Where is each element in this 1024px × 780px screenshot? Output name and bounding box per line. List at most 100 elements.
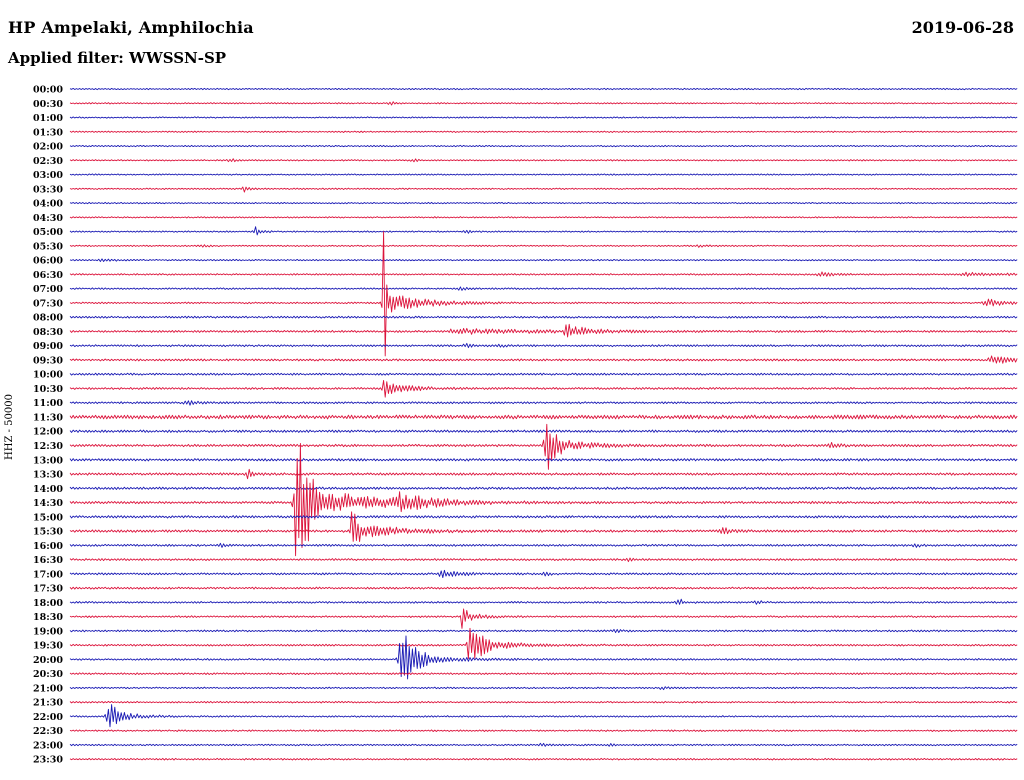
- trace-time-label: 20:00: [33, 655, 63, 666]
- trace-time-label: 21:30: [33, 698, 63, 709]
- trace-row-0500: [69, 226, 1018, 236]
- trace-row-1430: [69, 443, 1018, 557]
- station-title: HP Ampelaki, Amphilochia: [8, 18, 254, 37]
- trace-time-label: 04:30: [33, 213, 63, 224]
- trace-time-label: 05:00: [33, 227, 63, 238]
- trace-row-1000: [69, 372, 1018, 376]
- trace-row-2200: [69, 704, 1018, 728]
- trace-time-label: 19:00: [33, 626, 63, 637]
- trace-time-label: 13:00: [33, 455, 63, 466]
- trace-row-0900: [69, 342, 1018, 349]
- trace-row-1200: [69, 429, 1018, 433]
- trace-time-label: 22:30: [33, 726, 63, 737]
- trace-row-0800: [69, 315, 1018, 319]
- trace-time-label: 18:30: [33, 612, 63, 623]
- trace-time-label: 01:00: [33, 113, 63, 124]
- filter-label: Applied filter: WWSSN-SP: [8, 49, 227, 67]
- trace-row-0430: [69, 216, 1018, 219]
- trace-time-label: 17:00: [33, 569, 63, 580]
- trace-time-label: 11:30: [33, 413, 63, 424]
- trace-time-label: 05:30: [33, 241, 63, 252]
- trace-time-label: 13:30: [33, 470, 63, 481]
- date-label: 2019-06-28: [911, 18, 1014, 37]
- trace-time-label: 21:00: [33, 683, 63, 694]
- trace-time-label: 09:30: [33, 355, 63, 366]
- trace-row-0100: [69, 116, 1018, 119]
- trace-time-label: 20:30: [33, 669, 63, 680]
- trace-row-2000: [69, 635, 1018, 680]
- trace-row-0600: [69, 258, 1018, 262]
- trace-time-label: 12:30: [33, 441, 63, 452]
- trace-time-label: 03:30: [33, 184, 63, 195]
- trace-row-2330: [69, 757, 1018, 761]
- trace-row-0030: [69, 101, 1018, 106]
- trace-time-label: 08:30: [33, 327, 63, 338]
- trace-time-label: 14:30: [33, 498, 63, 509]
- trace-row-0130: [69, 130, 1018, 133]
- trace-row-0530: [69, 244, 1018, 248]
- trace-row-0230: [69, 158, 1018, 163]
- trace-time-label: 00:00: [33, 85, 63, 96]
- trace-row-2030: [69, 672, 1018, 676]
- trace-row-0930: [69, 355, 1018, 364]
- trace-time-label: 15:30: [33, 527, 63, 538]
- trace-row-1330: [69, 468, 1018, 480]
- trace-row-1300: [69, 458, 1018, 462]
- trace-time-label: 23:30: [33, 755, 63, 766]
- trace-time-label: 07:00: [33, 284, 63, 295]
- trace-time-label: 17:30: [33, 584, 63, 595]
- trace-row-2100: [69, 686, 1018, 691]
- trace-row-1530: [69, 511, 1018, 543]
- trace-time-label: 04:00: [33, 199, 63, 210]
- trace-row-1700: [69, 569, 1018, 579]
- trace-row-1230: [69, 423, 1018, 470]
- trace-row-1800: [69, 598, 1018, 605]
- trace-row-0400: [69, 201, 1018, 205]
- trace-time-label: 22:00: [33, 712, 63, 723]
- trace-row-2230: [69, 729, 1018, 732]
- trace-row-1630: [69, 557, 1018, 563]
- trace-time-label: 10:30: [33, 384, 63, 395]
- trace-row-1730: [69, 586, 1018, 590]
- trace-time-label: 07:30: [33, 298, 63, 309]
- trace-time-label: 06:00: [33, 256, 63, 267]
- trace-row-1500: [69, 515, 1018, 519]
- trace-row-1130: [69, 414, 1018, 420]
- trace-row-1830: [69, 608, 1018, 629]
- trace-row-2130: [69, 700, 1018, 704]
- trace-time-label: 11:00: [33, 398, 63, 409]
- trace-row-1930: [69, 627, 1018, 660]
- trace-time-label: 02:30: [33, 156, 63, 167]
- trace-time-label: 06:30: [33, 270, 63, 281]
- trace-row-0630: [69, 271, 1018, 277]
- trace-time-label: 23:00: [33, 741, 63, 752]
- trace-time-label: 08:00: [33, 313, 63, 324]
- trace-row-0300: [69, 173, 1018, 176]
- trace-row-0700: [69, 286, 1018, 291]
- trace-time-label: 14:00: [33, 484, 63, 495]
- trace-time-label: 03:00: [33, 170, 63, 181]
- trace-time-label: 15:00: [33, 512, 63, 523]
- trace-row-1400: [69, 486, 1018, 490]
- trace-time-label: 16:00: [33, 541, 63, 552]
- trace-time-label: 19:30: [33, 641, 63, 652]
- trace-row-1030: [69, 379, 1018, 398]
- trace-time-label: 16:30: [33, 555, 63, 566]
- trace-row-0830: [69, 323, 1018, 338]
- trace-time-label: 02:00: [33, 142, 63, 153]
- trace-time-label: 18:00: [33, 598, 63, 609]
- trace-time-label: 01:30: [33, 127, 63, 138]
- trace-time-label: 10:00: [33, 370, 63, 381]
- trace-row-2300: [69, 742, 1018, 747]
- trace-row-0330: [69, 186, 1018, 193]
- trace-row-0200: [69, 144, 1018, 148]
- trace-row-1900: [69, 628, 1018, 634]
- trace-time-label: 09:00: [33, 341, 63, 352]
- trace-row-0730: [69, 231, 1018, 357]
- trace-time-label: 12:00: [33, 427, 63, 438]
- trace-row-0000: [69, 87, 1018, 91]
- trace-time-label: 00:30: [33, 99, 63, 110]
- trace-row-1100: [69, 400, 1018, 406]
